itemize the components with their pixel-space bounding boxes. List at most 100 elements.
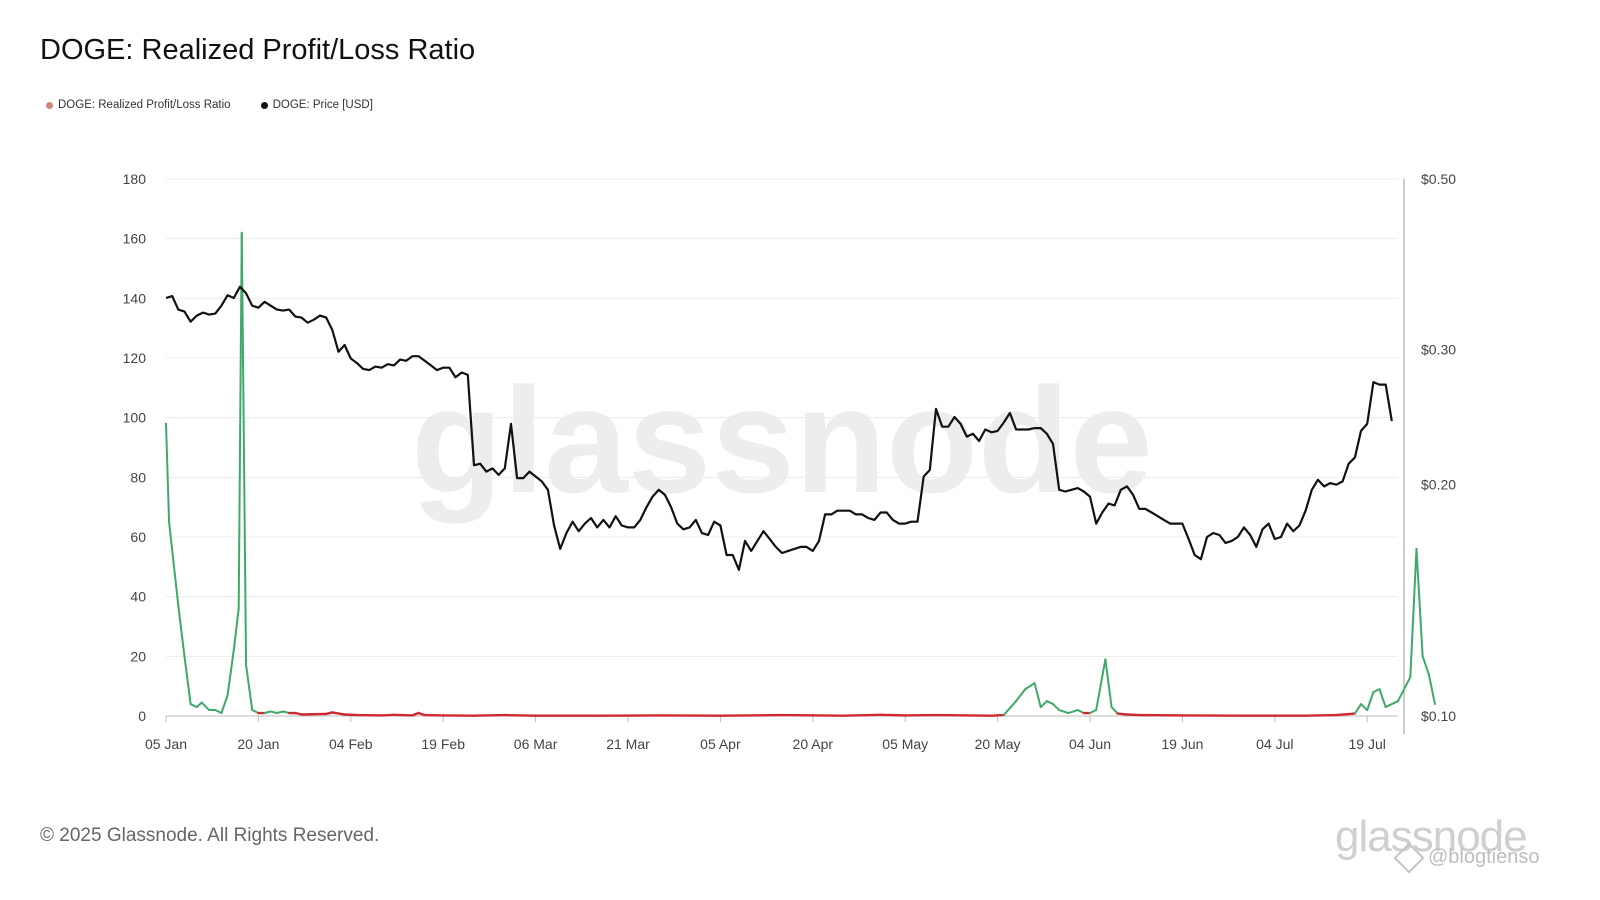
y-right-tick-label: $0.10 (1421, 708, 1456, 724)
legend: DOGE: Realized Profit/Loss Ratio DOGE: P… (46, 99, 373, 111)
ratio-segment (1427, 673, 1436, 706)
y-left-tick-label: 140 (123, 290, 147, 306)
ratio-segment (165, 422, 171, 524)
ratio-segment (1033, 682, 1042, 709)
y-left-tick-label: 180 (123, 171, 147, 187)
x-tick-label: 20 Jan (237, 736, 279, 752)
source-handle-text: @blogtienso (1428, 846, 1540, 868)
y-left-tick-label: 20 (130, 648, 146, 664)
legend-dot-price (260, 101, 268, 109)
ratio-segment (719, 713, 784, 717)
legend-label-ratio: DOGE: Realized Profit/Loss Ratio (58, 99, 231, 111)
ratio-segment (1045, 700, 1055, 706)
x-tick-label: 20 Apr (793, 736, 834, 752)
ratio-segment (1353, 703, 1363, 715)
ratio-segment (1415, 547, 1424, 658)
ratio-segment (1039, 700, 1048, 709)
ratio-segment (380, 713, 396, 717)
ratio-segment (1360, 703, 1369, 712)
ratio-segment (177, 604, 186, 658)
x-tick-label: 05 Jan (145, 736, 187, 752)
copyright-text: © 2025 Glassnode. All Rights Reserved. (40, 825, 380, 846)
ratio-segment (1397, 676, 1412, 703)
ratio-segment (1052, 703, 1061, 712)
x-tick-label: 05 May (882, 736, 928, 752)
legend-dot-ratio (46, 101, 53, 109)
ratio-segment (226, 649, 235, 697)
ratio-segment (237, 231, 243, 610)
x-tick-label: 04 Jul (1256, 736, 1293, 752)
y-right-tick-label: $0.50 (1421, 171, 1456, 187)
ratio-segment (1095, 658, 1107, 712)
ratio-segment (1110, 706, 1119, 715)
ratio-segment (1378, 688, 1387, 709)
ratio-segment (1372, 688, 1381, 694)
x-tick-label: 06 Mar (514, 736, 558, 752)
ratio-segment (1015, 688, 1027, 703)
ratio-segment (780, 713, 845, 717)
ratio-segment (842, 713, 882, 717)
ratio-segment (1335, 712, 1357, 717)
legend-label-price: DOGE: Price [USD] (272, 99, 373, 111)
ratio-segment (1125, 713, 1141, 717)
ratio-segment (200, 701, 211, 712)
x-tick-label: 04 Feb (329, 736, 373, 752)
watermark-text: glassnode (411, 356, 1153, 524)
ratio-segment (269, 710, 278, 715)
ratio-segment (1024, 682, 1036, 691)
ratio-segment (220, 694, 229, 715)
diamond-icon (1393, 841, 1425, 874)
ratio-segment (168, 521, 180, 607)
ratio-segment (1304, 713, 1338, 717)
ratio-segment (392, 713, 414, 717)
ratio-segment (240, 231, 248, 667)
ratio-segment (189, 703, 198, 709)
ratio-segment (214, 709, 223, 715)
y-left-tick-label: 0 (138, 708, 146, 724)
legend-item-price[interactable]: DOGE: Price [USD] (260, 99, 373, 111)
ratio-segment (343, 713, 359, 717)
ratio-segment (232, 607, 240, 652)
x-tick-label: 05 Apr (700, 736, 741, 752)
x-tick-label: 19 Jul (1349, 736, 1386, 752)
ratio-segment (472, 713, 506, 717)
x-tick-label: 19 Feb (421, 736, 465, 752)
ratio-segment (1421, 655, 1430, 676)
x-tick-label: 19 Jun (1161, 736, 1203, 752)
ratio-segment (195, 701, 203, 709)
y-right-tick-label: $0.30 (1421, 341, 1456, 357)
ratio-segment (1058, 709, 1070, 715)
ratio-segment (879, 713, 907, 717)
x-tick-label: 20 May (975, 736, 1021, 752)
y-left-tick-label: 120 (123, 350, 147, 366)
brand-logo: glassnode (1335, 812, 1528, 861)
y-left-tick-label: 160 (123, 231, 147, 247)
ratio-segment (990, 713, 1005, 717)
x-tick-label: 04 Jun (1069, 736, 1111, 752)
ratio-segment (1104, 658, 1113, 709)
y-left-tick-label: 80 (130, 469, 146, 485)
source-handle: @blogtienso (1393, 841, 1540, 874)
chart-title: DOGE: Realized Profit/Loss Ratio (40, 34, 476, 66)
ratio-segment (263, 710, 272, 715)
ratio-segment (245, 664, 254, 712)
ratio-segment (331, 711, 346, 716)
x-tick-label: 21 Mar (606, 736, 650, 752)
ratio-segment (183, 655, 192, 706)
ratio-segment (1384, 703, 1393, 709)
price-line (165, 285, 1393, 571)
ratio-segment (1067, 709, 1079, 715)
ratio-segment (275, 710, 285, 715)
legend-item-ratio[interactable]: DOGE: Realized Profit/Loss Ratio (46, 99, 231, 111)
ratio-segment (1366, 691, 1375, 712)
y-left-tick-label: 40 (130, 589, 146, 605)
ratio-segment (1002, 700, 1018, 717)
ratio-segment (503, 713, 537, 717)
y-left-tick-label: 60 (130, 529, 146, 545)
ratio-segment (1116, 712, 1129, 716)
ratio-segment (1089, 709, 1098, 715)
ratio-segment (1390, 700, 1399, 706)
ratio-segment (1409, 547, 1418, 679)
y-left-tick-label: 100 (123, 410, 147, 426)
